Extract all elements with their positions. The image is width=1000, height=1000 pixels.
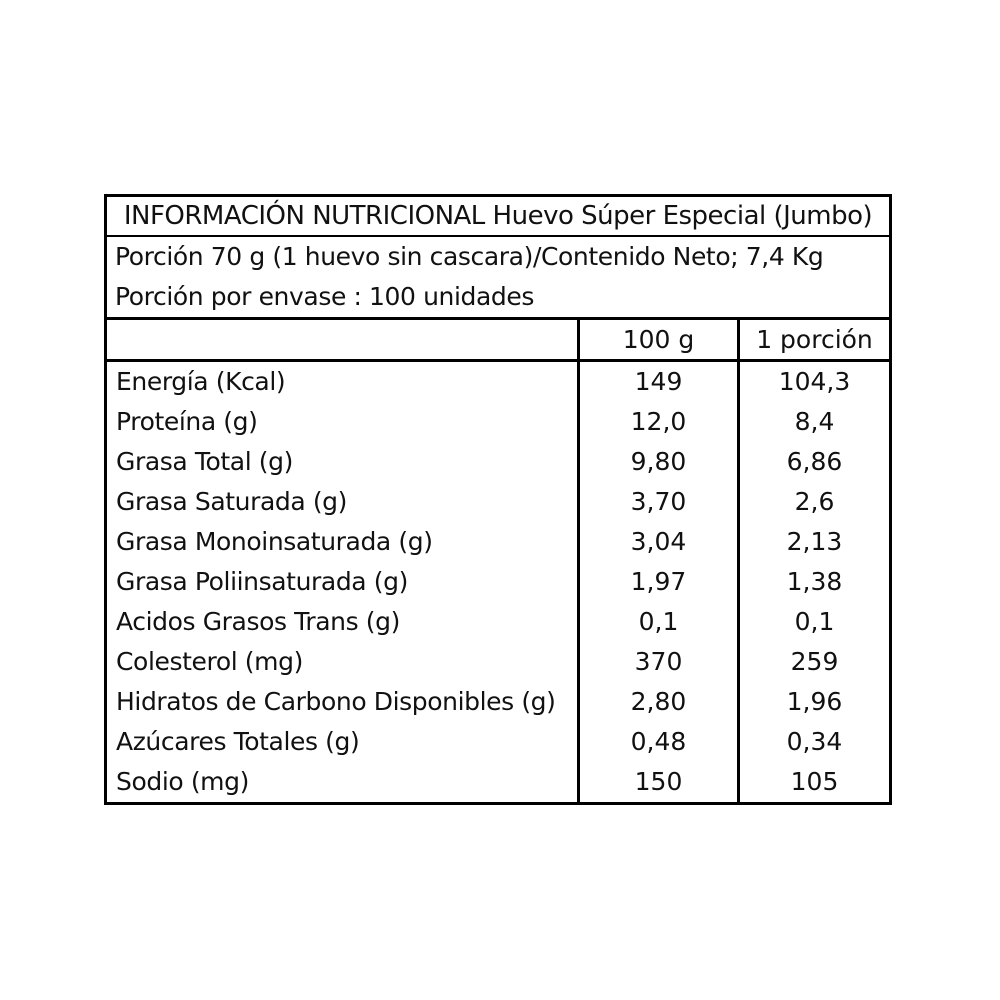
value-portion: 8,4	[737, 402, 889, 442]
value-100g: 3,04	[577, 522, 737, 562]
value-portion: 0,34	[737, 722, 889, 762]
nutrient-rows: Energía (Kcal) 149 104,3 Proteína (g) 12…	[107, 362, 889, 802]
nutrient-label: Grasa Saturada (g)	[116, 487, 348, 516]
value-100g: 149	[577, 362, 737, 402]
column-header-blank	[107, 320, 577, 359]
value-100g: 2,80	[577, 682, 737, 722]
column-header-row: 100 g 1 porción	[107, 320, 889, 362]
serving-info-block: Porción 70 g (1 huevo sin cascara)/Conte…	[107, 237, 889, 320]
value-100g: 0,48	[577, 722, 737, 762]
nutrition-facts-table: INFORMACIÓN NUTRICIONAL Huevo Súper Espe…	[104, 194, 892, 805]
nutrient-label: Hidratos de Carbono Disponibles (g)	[116, 687, 556, 716]
value-100g: 1,97	[577, 562, 737, 602]
nutrient-label: Azúcares Totales (g)	[116, 727, 360, 756]
nutrient-label: Grasa Poliinsaturada (g)	[116, 567, 408, 596]
value-portion: 1,38	[737, 562, 889, 602]
nutrient-label: Grasa Total (g)	[116, 447, 293, 476]
value-portion: 105	[737, 762, 889, 802]
table-title: INFORMACIÓN NUTRICIONAL Huevo Súper Espe…	[107, 197, 889, 237]
value-100g: 3,70	[577, 482, 737, 522]
value-portion: 6,86	[737, 442, 889, 482]
value-100g: 370	[577, 642, 737, 682]
nutrient-label: Colesterol (mg)	[116, 647, 303, 676]
value-portion: 1,96	[737, 682, 889, 722]
nutrient-label: Sodio (mg)	[116, 767, 249, 796]
value-portion: 0,1	[737, 602, 889, 642]
value-100g: 12,0	[577, 402, 737, 442]
nutrient-label: Proteína (g)	[116, 407, 258, 436]
serving-size-line: Porción 70 g (1 huevo sin cascara)/Conte…	[115, 242, 824, 271]
nutrient-label: Energía (Kcal)	[116, 367, 286, 396]
value-100g: 0,1	[577, 602, 737, 642]
value-portion: 259	[737, 642, 889, 682]
value-portion: 2,13	[737, 522, 889, 562]
value-portion: 2,6	[737, 482, 889, 522]
value-portion: 104,3	[737, 362, 889, 402]
column-header-portion: 1 porción	[737, 320, 889, 359]
value-100g: 150	[577, 762, 737, 802]
value-100g: 9,80	[577, 442, 737, 482]
servings-per-container-line: Porción por envase : 100 unidades	[115, 282, 535, 311]
nutrient-label: Grasa Monoinsaturada (g)	[116, 527, 433, 556]
column-header-100g: 100 g	[577, 320, 737, 359]
nutrient-label: Acidos Grasos Trans (g)	[116, 607, 400, 636]
